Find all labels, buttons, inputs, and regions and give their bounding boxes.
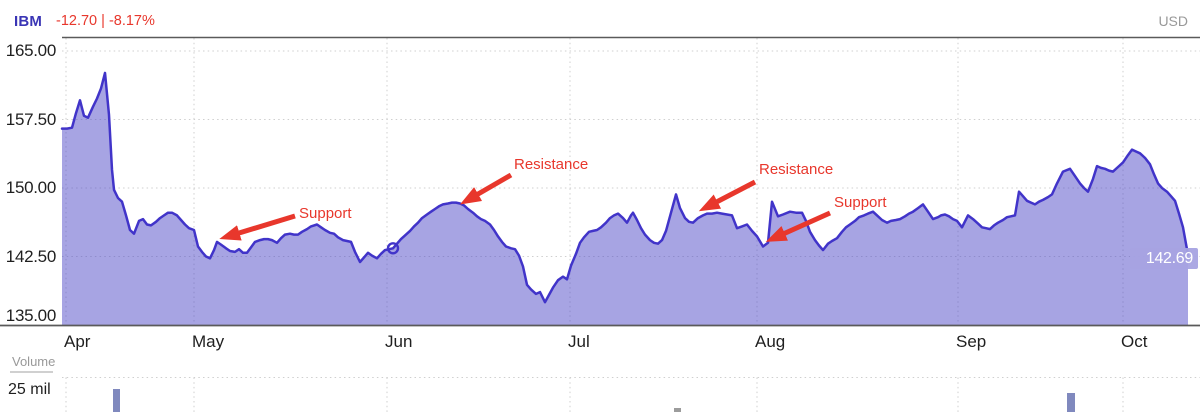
y-axis-tick-label: 157.50 [5,109,57,129]
x-axis-month-label: Jul [568,332,590,351]
annotation-label: Resistance [759,161,834,178]
y-axis-tick-label: 165.00 [5,41,57,60]
x-axis-month-label: Oct [1121,332,1148,351]
ticker-symbol: IBM [14,13,43,30]
x-axis-month-label: Sep [956,332,987,351]
annotation-label: Support [299,205,352,222]
annotation-label: Support [834,194,887,211]
volume-axis-tick: 25 mil [8,381,51,398]
y-axis-tick-label: 150.00 [5,178,57,197]
currency-label: USD [1158,13,1188,29]
x-axis-month-label: Apr [64,332,91,351]
x-axis-month-label: Aug [755,332,786,351]
x-axis-month-label: May [192,332,225,351]
y-axis-tick-label: 135.00 [5,306,57,325]
x-axis-month-label: Jun [385,332,413,351]
y-axis-tick-label: 142.50 [5,246,57,266]
price-change: -12.70 | -8.17% [56,13,155,29]
last-price-badge: 142.69 [1130,248,1198,269]
volume-pane-title: Volume [12,354,56,369]
annotation-label: Resistance [514,156,589,173]
